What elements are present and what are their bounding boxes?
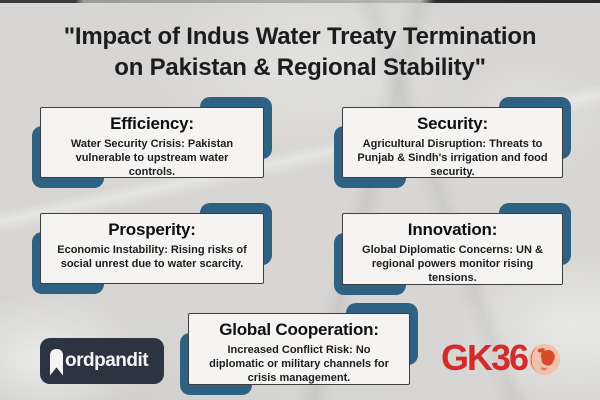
card-body: Global Diplomatic Concerns: UN & regiona… bbox=[362, 244, 543, 285]
card-body: Increased Conflict Risk: No diplomatic o… bbox=[209, 344, 389, 385]
card-global-cooperation: Global Cooperation: Increased Conflict R… bbox=[180, 303, 418, 395]
wordpandit-logo: ordpandit bbox=[40, 338, 164, 384]
page-title: "Impact of Indus Water Treaty Terminatio… bbox=[0, 21, 600, 83]
card-efficiency: Efficiency: Water Security Crisis: Pakis… bbox=[32, 97, 272, 188]
page-title-line2: on Pakistan & Regional Stability" bbox=[114, 54, 486, 81]
card-title: Efficiency: bbox=[110, 114, 194, 133]
card-face: Security: Agricultural Disruption: Threa… bbox=[342, 107, 563, 178]
gk360-logo: GK36 bbox=[441, 340, 561, 376]
card-innovation: Innovation: Global Diplomatic Concerns: … bbox=[334, 203, 571, 295]
card-face: Global Cooperation: Increased Conflict R… bbox=[188, 313, 410, 385]
card-body: Agricultural Disruption: Threats to Punj… bbox=[357, 138, 548, 179]
card-body: Economic Instability: Rising risks of so… bbox=[57, 244, 247, 271]
globe-icon bbox=[529, 343, 561, 375]
card-title: Innovation: bbox=[407, 220, 498, 239]
bookmark-w-icon bbox=[50, 348, 63, 376]
card-title: Global Cooperation: bbox=[219, 320, 379, 339]
wordpandit-logo-text: ordpandit bbox=[65, 350, 149, 371]
card-prosperity: Prosperity: Economic Instability: Rising… bbox=[32, 203, 272, 294]
card-title: Security: bbox=[417, 114, 488, 133]
card-face: Prosperity: Economic Instability: Rising… bbox=[40, 213, 264, 284]
page-title-line1: "Impact of Indus Water Treaty Terminatio… bbox=[63, 23, 537, 50]
card-body: Water Security Crisis: Pakistan vulnerab… bbox=[70, 138, 234, 179]
card-title: Prosperity: bbox=[108, 220, 196, 239]
card-face: Efficiency: Water Security Crisis: Pakis… bbox=[40, 107, 264, 178]
card-face: Innovation: Global Diplomatic Concerns: … bbox=[342, 213, 563, 285]
card-security: Security: Agricultural Disruption: Threa… bbox=[334, 97, 571, 188]
paper-top-edge bbox=[0, 0, 600, 3]
gk360-logo-text: GK36 bbox=[441, 337, 529, 378]
